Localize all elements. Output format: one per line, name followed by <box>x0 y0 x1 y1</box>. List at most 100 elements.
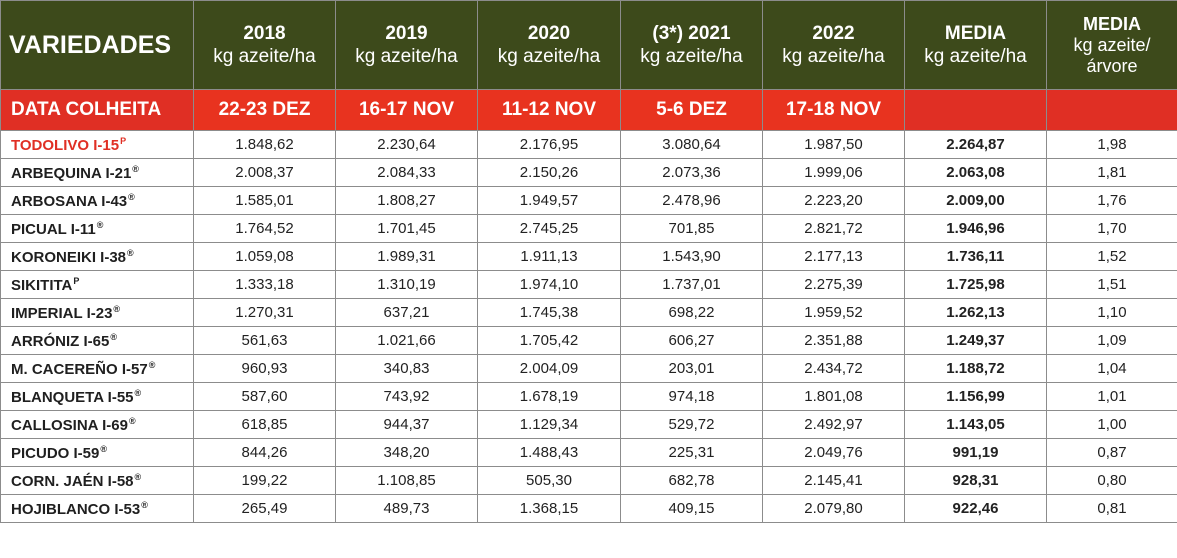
variety-label: BLANQUETA I-55 <box>11 388 134 406</box>
yield-value: 1.949,57 <box>477 186 621 215</box>
average-tree-value: 0,81 <box>1046 494 1177 523</box>
average-ha-value: 2.063,08 <box>904 158 1047 187</box>
yield-value: 1.737,01 <box>620 270 763 299</box>
table-row: M. CACEREÑO I-57® 960,93 340,83 2.004,09 203… <box>0 354 1177 383</box>
variety-label: SIKITITA <box>11 276 73 294</box>
yield-value: 2.434,72 <box>762 354 905 383</box>
yield-value: 587,60 <box>193 382 336 411</box>
yield-value: 2.145,41 <box>762 466 905 495</box>
variety-name: SIKITITAP <box>0 270 194 299</box>
average-ha-value: 1.188,72 <box>904 354 1047 383</box>
table-row: CALLOSINA I-69® 618,85 944,37 1.129,34 529,7… <box>0 410 1177 439</box>
yield-value: 1.543,90 <box>620 242 763 271</box>
yield-value: 1.848,62 <box>193 130 336 159</box>
average-tree-value: 1,10 <box>1046 298 1177 327</box>
average-ha-value: 928,31 <box>904 466 1047 495</box>
yield-value: 606,27 <box>620 326 763 355</box>
variety-label: TODOLIVO I-15 <box>11 136 120 154</box>
yield-value: 2.492,97 <box>762 410 905 439</box>
unit-label: kg azeite/ha <box>782 46 885 67</box>
average-tree-value: 0,80 <box>1046 466 1177 495</box>
year-header-2022: 2022 kg azeite/ha <box>762 0 905 90</box>
yield-value: 2.745,25 <box>477 214 621 243</box>
variety-label: IMPERIAL I-23 <box>11 304 113 322</box>
yield-value: 199,22 <box>193 466 336 495</box>
year-label: 2018 <box>243 23 286 44</box>
variety-name: IMPERIAL I-23® <box>0 298 194 327</box>
yield-value: 1.801,08 <box>762 382 905 411</box>
yield-value: 637,21 <box>335 298 478 327</box>
yield-value: 2.049,76 <box>762 438 905 467</box>
variety-mark: ® <box>127 247 134 258</box>
yield-value: 682,78 <box>620 466 763 495</box>
average-tree-value: 1,04 <box>1046 354 1177 383</box>
variety-name: M. CACEREÑO I-57® <box>0 354 194 383</box>
table-row: ARBOSANA I-43® 1.585,01 1.808,27 1.949,57 2.… <box>0 186 1177 215</box>
average-ha-value: 1.946,96 <box>904 214 1047 243</box>
average-tree-value: 1,01 <box>1046 382 1177 411</box>
yield-value: 225,31 <box>620 438 763 467</box>
variety-label: ARBEQUINA I-21 <box>11 164 132 182</box>
harvest-date: 5-6 DEZ <box>620 89 763 131</box>
variety-label: KORONEIKI I-38 <box>11 248 127 266</box>
variety-name: ARRÓNIZ I-65® <box>0 326 194 355</box>
variety-name: TODOLIVO I-15P <box>0 130 194 159</box>
yield-value: 2.230,64 <box>335 130 478 159</box>
yield-value: 2.275,39 <box>762 270 905 299</box>
average-tree-value: 0,87 <box>1046 438 1177 467</box>
variety-name: PICUDO I-59® <box>0 438 194 467</box>
yield-value: 2.351,88 <box>762 326 905 355</box>
variety-name: PICUAL I-11® <box>0 214 194 243</box>
yield-value: 743,92 <box>335 382 478 411</box>
variety-label: PICUDO I-59 <box>11 444 100 462</box>
variety-label: ARBOSANA I-43 <box>11 192 128 210</box>
yield-value: 561,63 <box>193 326 336 355</box>
variety-name: CORN. JAÉN I-58® <box>0 466 194 495</box>
yield-value: 1.808,27 <box>335 186 478 215</box>
yield-value: 1.701,45 <box>335 214 478 243</box>
variety-mark: P <box>73 275 80 286</box>
yield-value: 348,20 <box>335 438 478 467</box>
yield-value: 2.008,37 <box>193 158 336 187</box>
yield-value: 529,72 <box>620 410 763 439</box>
unit-label: kg azeite/ha <box>355 46 458 67</box>
varieties-header: VARIEDADES <box>0 0 194 90</box>
variety-label: ARRÓNIZ I-65 <box>11 332 110 350</box>
table-row: BLANQUETA I-55® 587,60 743,92 1.678,19 974,1… <box>0 382 1177 411</box>
variety-label: PICUAL I-11 <box>11 220 96 238</box>
harvest-date: 17-18 NOV <box>762 89 905 131</box>
yield-value: 1.059,08 <box>193 242 336 271</box>
average-ha-value: 1.725,98 <box>904 270 1047 299</box>
yield-value: 2.176,95 <box>477 130 621 159</box>
table-row: KORONEIKI I-38® 1.059,08 1.989,31 1.911,13 1… <box>0 242 1177 271</box>
variety-mark: ® <box>132 163 139 174</box>
variety-mark: ® <box>96 219 104 230</box>
yield-value: 1.974,10 <box>477 270 621 299</box>
unit-label: kg azeite/ <box>1073 34 1151 55</box>
average-tree-value: 1,70 <box>1046 214 1177 243</box>
harvest-date: 16-17 NOV <box>335 89 478 131</box>
average-ha-value: 1.143,05 <box>904 410 1047 439</box>
yield-value: 1.911,13 <box>477 242 621 271</box>
variety-mark: ® <box>141 499 148 510</box>
yield-value: 409,15 <box>620 494 763 523</box>
average-ha-value: 1.262,13 <box>904 298 1047 327</box>
yield-value: 2.079,80 <box>762 494 905 523</box>
table-row: TODOLIVO I-15P 1.848,62 2.230,64 2.176,95 3.… <box>0 130 1177 159</box>
yield-value: 844,26 <box>193 438 336 467</box>
yield-value: 2.150,26 <box>477 158 621 187</box>
variety-name: BLANQUETA I-55® <box>0 382 194 411</box>
variety-mark: ® <box>134 471 142 482</box>
table-row: ARRÓNIZ I-65® 561,63 1.021,66 1.705,42 606,2… <box>0 326 1177 355</box>
variety-mark: ® <box>110 331 117 342</box>
average-tree-value: 1,51 <box>1046 270 1177 299</box>
harvest-date-empty <box>904 89 1047 131</box>
average-ha-value: 2.264,87 <box>904 130 1047 159</box>
average-tree-value: 1,81 <box>1046 158 1177 187</box>
year-label: 2020 <box>527 23 571 44</box>
table-row: ARBEQUINA I-21® 2.008,37 2.084,33 2.150,26 2… <box>0 158 1177 187</box>
yield-value: 1.310,19 <box>335 270 478 299</box>
unit-label: kg azeite/ha <box>924 46 1027 67</box>
variety-mark: ® <box>113 303 121 314</box>
average-tree-value: 1,00 <box>1046 410 1177 439</box>
